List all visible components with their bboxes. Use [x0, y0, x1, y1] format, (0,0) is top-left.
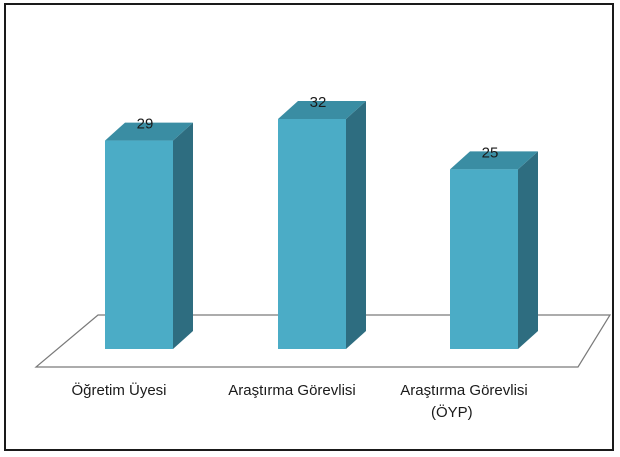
bar-1	[105, 122, 193, 349]
bar-front-face	[105, 140, 173, 349]
bar-side-face	[518, 151, 538, 349]
bar-2	[278, 101, 366, 349]
chart-plot: 29 Öğretim Üyesi 32 Araştırma Görevlisi 25 Ar…	[34, 94, 612, 421]
bar-front-face	[450, 169, 518, 349]
chart-frame: 29 Öğretim Üyesi 32 Araştırma Görevlisi 25 Ar…	[4, 3, 614, 451]
bar-top-face	[278, 101, 366, 119]
data-label: 32	[310, 94, 327, 111]
data-label: 25	[482, 144, 499, 161]
category-label: Araştırma Görevlisi	[228, 382, 356, 399]
labels-layer: 29 Öğretim Üyesi 32 Araştırma Görevlisi 25 Ar…	[71, 94, 527, 421]
category-label: Araştırma Görevlisi (ÖYP)	[400, 382, 528, 421]
bar-front-face	[278, 119, 346, 349]
category-label: Öğretim Üyesi	[71, 381, 166, 399]
bars-layer	[105, 101, 538, 349]
data-label: 29	[137, 116, 154, 133]
bar-top-face	[450, 151, 538, 170]
bar-3	[450, 151, 538, 349]
bar-side-face	[346, 101, 366, 349]
bar-top-face	[105, 122, 193, 141]
bar-side-face	[173, 122, 193, 349]
